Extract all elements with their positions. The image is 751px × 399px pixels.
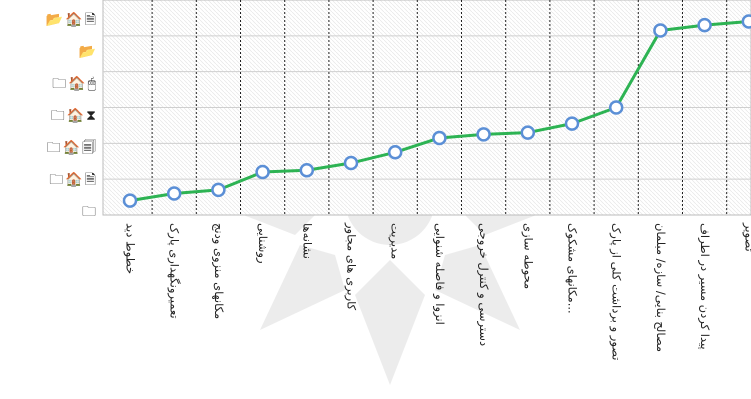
data-point — [741, 14, 751, 29]
folder-icon: 🗀 — [82, 204, 96, 220]
x-tick-label: مکانهای منزوی ودنج — [211, 223, 226, 319]
folder-open-icon: 📂 — [78, 44, 96, 60]
icon-row: 📂 🏠 🗎 — [46, 12, 96, 28]
x-tick-label: مکانهای مشکوک... — [565, 223, 580, 314]
x-tick-label: انزوا و فاصله شنوایی — [432, 223, 447, 325]
x-tick-label: تعمیرونگهداری پارک — [167, 223, 182, 319]
data-point — [122, 193, 138, 208]
house-icon: 🏠 — [66, 108, 85, 124]
document-icon: 🗎 — [84, 172, 96, 188]
x-tick-label: مصالح بنایی/ سازه/ مبلمان — [653, 223, 668, 352]
house-icon: 🏠 — [65, 172, 83, 188]
data-point — [255, 164, 270, 180]
x-tick-label: مدیریت — [388, 223, 403, 259]
icon-row: 🗀 🏠 🖱 — [52, 76, 96, 92]
icon-row: 🗀 🏠 🗐 — [47, 140, 96, 156]
icon-row: 📂 — [79, 44, 96, 60]
x-tick-label: کاربری های مجاور — [344, 222, 359, 311]
house-icon: 🏠 — [65, 12, 83, 28]
icon-row: 🗀 🏠 ⧗ — [51, 108, 96, 124]
folder-open-icon: 📂 — [45, 12, 64, 28]
x-tick-label: تصویر — [741, 222, 751, 252]
icon-row: 🗀 🏠 🗎 — [49, 172, 96, 188]
hourglass-icon: ⧗ — [86, 108, 96, 124]
x-tick-label: روشنایی — [255, 223, 270, 264]
x-tick-label: محوطه سازی — [520, 223, 535, 289]
data-point — [653, 23, 668, 38]
data-point — [564, 116, 580, 131]
x-tick-label: دسترسی و کنترل خروجی — [476, 223, 491, 346]
house-icon: 🏠 — [68, 76, 86, 92]
data-point — [387, 145, 403, 160]
x-tick-label: نشانه‌ها — [300, 223, 314, 259]
data-point — [697, 17, 712, 33]
x-tick-label: خطوط دید — [123, 223, 138, 274]
house-icon: 🏠 — [62, 140, 80, 156]
icon-column: 📂 🏠 🗎 📂 🗀 🏠 🖱 🗀 🏠 ⧗ 🗀 🏠 🗐 🗀 🏠 🗎 🗀 — [0, 0, 100, 399]
data-point — [211, 182, 226, 198]
mouse-icon: 🖱 — [87, 76, 96, 92]
data-point — [520, 125, 536, 140]
data-point — [476, 127, 491, 142]
data-point — [343, 155, 359, 171]
folder-icon: 🗀 — [49, 172, 64, 188]
folder-icon: 🗀 — [50, 108, 65, 124]
folder-icon: 🗀 — [52, 76, 67, 92]
data-point — [166, 186, 182, 201]
x-tick-label: تصور و برداشت کلی از پارک — [609, 223, 624, 360]
x-tick-label: پیدا کردن مسیر در اطراف — [697, 223, 712, 350]
documents-icon: 🗐 — [82, 140, 96, 156]
folder-icon: 🗀 — [46, 140, 61, 156]
data-point — [432, 130, 447, 146]
data-point — [608, 100, 624, 115]
document-icon: 🗎 — [84, 12, 96, 28]
data-point — [299, 162, 315, 178]
icon-row: 🗀 — [82, 204, 96, 220]
